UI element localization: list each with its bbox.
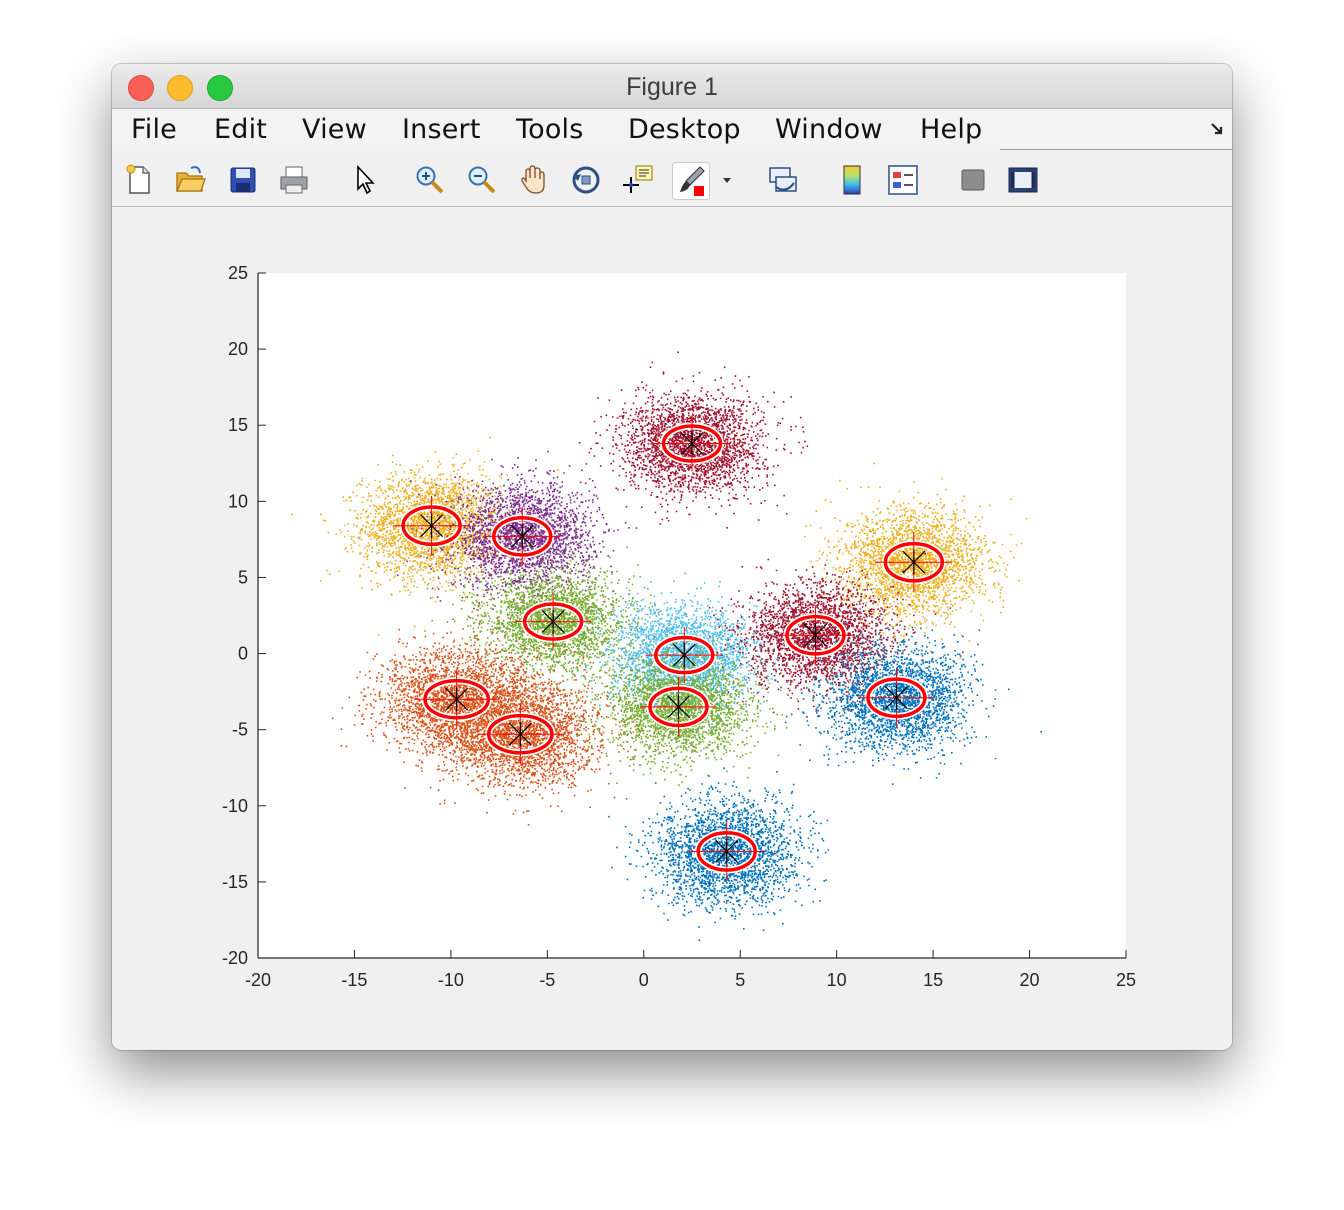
new-figure-icon[interactable] [121, 162, 157, 198]
y-tick-label: -10 [222, 796, 248, 816]
brush-dropdown-icon[interactable] [718, 162, 736, 198]
cluster-overlay-5 [645, 627, 723, 684]
menu-help[interactable]: Help [920, 114, 983, 145]
cluster-point-set [578, 351, 809, 529]
insert-colorbar-icon[interactable] [834, 162, 870, 198]
cluster-point-set [396, 450, 638, 630]
cluster-overlay-10 [858, 667, 935, 728]
cluster-points-5 [561, 572, 803, 745]
x-tick-label: 15 [923, 970, 943, 990]
y-tick-label: 5 [238, 567, 248, 587]
rotate-3d-icon[interactable] [568, 162, 604, 198]
edit-plot-arrow-icon[interactable] [348, 162, 384, 198]
y-tick-label: 10 [228, 491, 248, 511]
cluster-overlay-0 [393, 495, 471, 556]
pan-hand-icon[interactable] [516, 162, 552, 198]
cluster-overlay-9 [640, 677, 717, 737]
y-tick-label: 15 [228, 415, 248, 435]
cluster-point-set [561, 572, 803, 745]
menu-divider [1000, 149, 1232, 150]
cluster-overlay-3 [875, 532, 953, 593]
open-file-icon[interactable] [172, 162, 208, 198]
axes-background [258, 273, 1126, 958]
y-tick-label: 20 [228, 339, 248, 359]
menu-tools[interactable]: Tools [516, 114, 584, 145]
save-icon[interactable] [225, 162, 261, 198]
scatter-plot[interactable]: -20 -15 -10 -5 0 5 10 15 20 25 -20 -15 -10 -5 0 5 10 15 20… [112, 64, 1232, 1050]
x-tick-label: -20 [245, 970, 271, 990]
window-title: Figure 1 [626, 73, 718, 101]
cluster-point-set [608, 767, 830, 941]
menu-window[interactable]: Window [775, 114, 883, 145]
x-tick-label: 25 [1116, 970, 1136, 990]
zoom-out-icon[interactable] [464, 162, 500, 198]
menu-file[interactable]: File [131, 114, 177, 145]
y-tick-label: -20 [222, 948, 248, 968]
x-tick-label: 0 [639, 970, 649, 990]
y-tick-label: -15 [222, 872, 248, 892]
cluster-points-2 [578, 351, 809, 529]
hide-plot-tools-icon[interactable] [955, 162, 991, 198]
x-tick-label: -10 [438, 970, 464, 990]
cluster-points-0 [291, 436, 559, 636]
zoom-in-icon[interactable] [412, 162, 448, 198]
menu-bar: File Edit View Insert Tools Desktop Wind… [112, 109, 1232, 151]
figure-window: Figure 1 File Edit View Insert Tools Des… [112, 64, 1232, 1050]
cluster-point-set [542, 613, 831, 792]
cluster-points-11 [608, 767, 830, 941]
cluster-point-set [331, 602, 601, 787]
close-window-button[interactable] [128, 75, 154, 101]
y-tick-label: 0 [238, 644, 248, 664]
minimize-window-button[interactable] [167, 75, 193, 101]
menu-edit[interactable]: Edit [214, 114, 268, 145]
cluster-point-set [770, 607, 1042, 785]
menu-insert[interactable]: Insert [402, 114, 481, 145]
link-plot-icon[interactable] [765, 162, 801, 198]
cluster-points-7 [331, 602, 601, 787]
print-icon[interactable] [276, 162, 312, 198]
show-plot-tools-icon[interactable] [1005, 162, 1041, 198]
menu-desktop[interactable]: Desktop [628, 114, 741, 145]
x-tick-label: 10 [827, 970, 847, 990]
brush-icon[interactable] [672, 162, 710, 200]
x-tick-label: -5 [539, 970, 555, 990]
cluster-points-6 [672, 552, 964, 729]
menu-view[interactable]: View [302, 114, 367, 145]
cluster-overlay-2 [653, 415, 731, 472]
cluster-overlay-7 [413, 669, 500, 730]
insert-legend-icon[interactable] [885, 162, 921, 198]
data-cursor-icon[interactable] [620, 162, 656, 198]
cluster-overlay-1 [483, 506, 561, 567]
y-tick-label: 25 [228, 263, 248, 283]
y-tick-label: -5 [232, 720, 248, 740]
x-tick-label: 20 [1020, 970, 1040, 990]
zoom-window-button[interactable] [207, 75, 233, 101]
undock-arrow-icon[interactable] [1210, 122, 1226, 138]
title-bar[interactable]: Figure 1 [112, 64, 1232, 109]
cluster-points-1 [396, 450, 638, 630]
cluster-overlay-4 [514, 593, 592, 650]
cluster-point-set [672, 552, 964, 729]
cluster-overlay-6 [777, 605, 854, 666]
x-tick-label: -15 [341, 970, 367, 990]
cluster-overlay-11 [688, 821, 766, 882]
figure-toolbar [112, 152, 1232, 207]
cluster-point-set [291, 436, 559, 636]
cluster-points-10 [770, 607, 1042, 785]
cluster-overlay-8 [477, 704, 564, 765]
cluster-points-9 [542, 613, 831, 792]
x-tick-label: 5 [735, 970, 745, 990]
